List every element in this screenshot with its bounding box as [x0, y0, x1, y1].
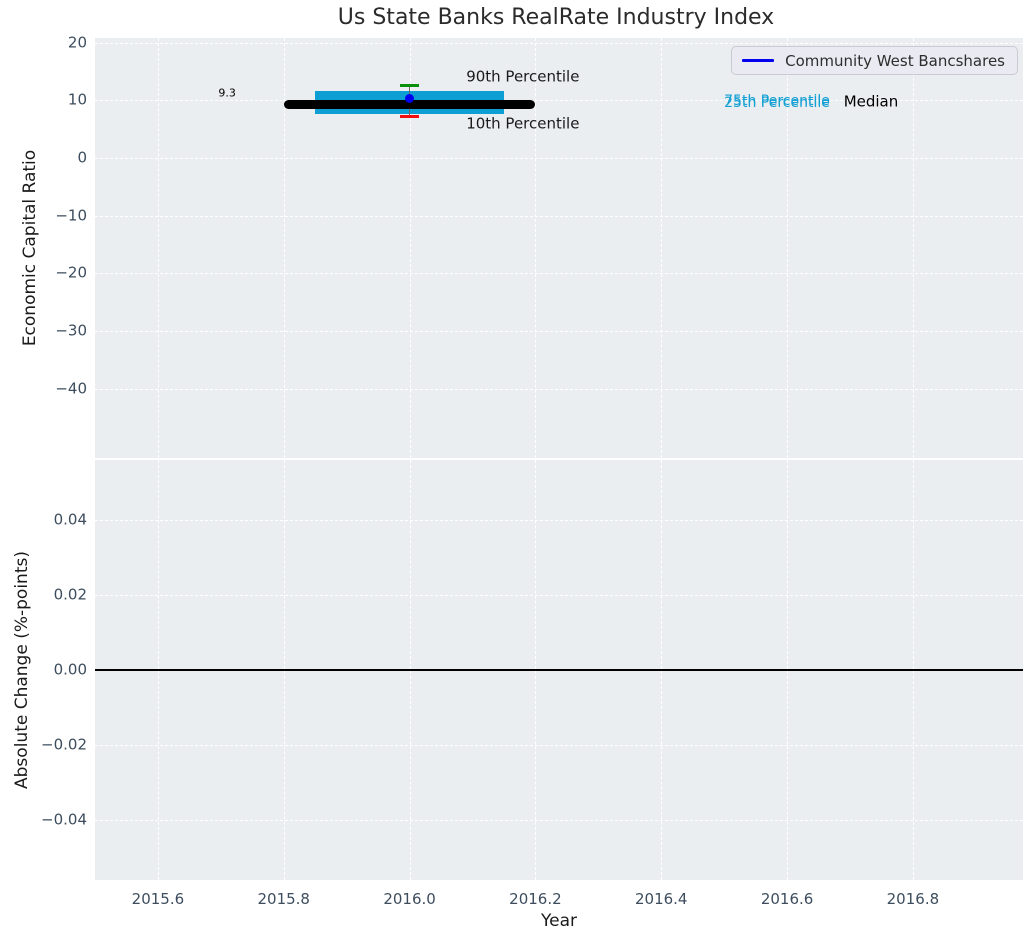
x-tick-label: 2016.8 [886, 890, 940, 908]
gridline-horizontal [95, 820, 1023, 821]
p90-whisker-cap [400, 84, 420, 88]
gridline-vertical [157, 38, 159, 458]
y-tick-label: −30 [55, 321, 87, 340]
y-tick-label: 0.00 [53, 660, 87, 679]
p10-label: 10th Percentile [466, 114, 580, 133]
x-tick-label: 2016.6 [760, 890, 814, 908]
gridline-vertical [409, 38, 411, 458]
x-tick-label: 2016.2 [509, 890, 562, 908]
gridline-horizontal [95, 331, 1023, 333]
y-tick-label: 0.02 [53, 585, 87, 604]
y-tick-label: −10 [55, 206, 87, 225]
gridline-horizontal [95, 100, 1023, 102]
gridline-horizontal [95, 520, 1023, 521]
y-tick-label: 10 [67, 90, 87, 109]
gridline-horizontal [95, 158, 1023, 159]
gridline-vertical [787, 38, 789, 458]
p75-label: 75th Percentile [724, 92, 830, 109]
bottom-axes-absolute-change [95, 460, 1023, 880]
y-tick-label: −0.02 [41, 735, 87, 754]
gridline-horizontal [95, 745, 1023, 746]
median-line [283, 99, 536, 109]
x-axis-label: Year [541, 911, 577, 931]
gridline-horizontal [95, 215, 1023, 217]
series-marker-dot [405, 94, 415, 104]
median-value-label: 9.3 [218, 86, 236, 100]
gridline-horizontal [95, 42, 1023, 44]
gridline-vertical [283, 38, 285, 458]
gridline-horizontal [95, 595, 1023, 596]
x-tick-label: 2015.6 [131, 890, 185, 908]
y-tick-label: 20 [67, 33, 87, 52]
y-tick-label: 0.04 [53, 510, 87, 529]
gridline-vertical [661, 38, 663, 458]
y-tick-label: 0 [77, 148, 87, 167]
y-axis-label-top: Economic Capital Ratio [20, 149, 40, 347]
median-label: Median [843, 92, 899, 111]
legend-line-sample [742, 59, 775, 62]
x-tick-label: 2015.8 [257, 890, 310, 908]
gridline-vertical [535, 38, 537, 458]
p25-label: 25th Percentile [724, 94, 830, 111]
p90-label: 90th Percentile [466, 67, 580, 86]
chart-title: Us State Banks RealRate Industry Index [337, 5, 775, 30]
top-axes-economic-capital-ratio: Community West Bancshares 9.3 90th Percen… [95, 38, 1023, 458]
legend: Community West Bancshares [731, 46, 1018, 75]
y-tick-label: −40 [55, 379, 87, 398]
legend-label: Community West Bancshares [785, 51, 1005, 70]
p10-whisker-cap [400, 114, 420, 118]
gridline-horizontal [95, 273, 1023, 275]
gridline-horizontal [95, 388, 1023, 390]
zero-line [95, 669, 1023, 671]
x-tick-label: 2016.0 [383, 890, 436, 908]
x-tick-label: 2016.4 [634, 890, 688, 908]
y-tick-label: −20 [55, 263, 87, 282]
gridline-vertical [912, 38, 914, 458]
y-tick-label: −0.04 [41, 810, 87, 829]
